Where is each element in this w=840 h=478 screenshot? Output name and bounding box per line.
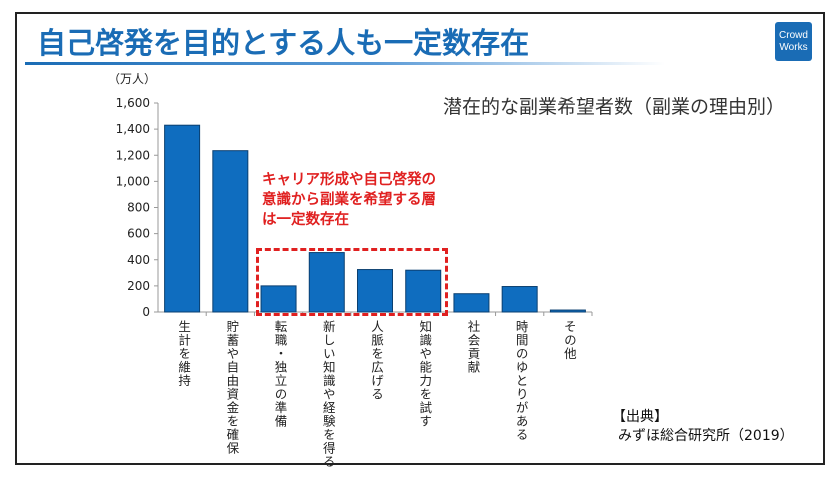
y-tick-label: 600 [127,227,150,241]
x-tick-label: 転職・独立の準備 [272,320,288,428]
chart-title: 潜在的な副業希望者数（副業の理由別） [443,96,786,118]
y-tick-label: 200 [127,279,150,293]
source-label: 【出典】 [612,409,668,425]
logo-line-2: Works [779,41,808,53]
bar [549,309,586,313]
x-tick-label: 新しい知識や経験を得る [320,320,336,469]
y-tick-label: 1,400 [116,122,150,136]
annotation-callout: キャリア形成や自己啓発の 意識から副業を希望する層 は一定数存在 [262,172,436,228]
slide-title: 自己啓発を目的とする人も一定数存在 [37,26,530,60]
x-tick-label: 時間のゆとりがある [513,320,529,442]
x-tick-label: 貯蓄や自由資金を確保 [224,320,240,455]
logo-line-1: Crowd [779,29,808,41]
y-tick-label: 400 [127,253,150,267]
x-tick-label: 知識や能力を試す [417,320,433,428]
x-tick-label: 社会貢献 [465,320,481,374]
x-tick-label: 人脈を広げる [369,320,384,401]
crowdworks-logo: Crowd Works [775,22,812,61]
y-tick-label: 800 [127,201,150,215]
slide-frame [15,12,825,465]
y-tick-label: 1,000 [116,174,150,188]
highlight-dashed-box [256,248,448,316]
y-tick-label: 0 [142,305,150,319]
y-axis-unit: （万人） [108,72,157,86]
bar [405,269,442,313]
source-note: 【出典】 みずほ総合研究所（2019） [612,408,794,446]
bar [501,286,538,313]
source-text: みずほ総合研究所（2019） [618,428,794,444]
bar [260,285,297,313]
bar [164,124,201,313]
x-tick-label: その他 [561,320,577,361]
title-underline [25,62,665,65]
bar [308,252,345,313]
bar [212,150,249,313]
y-tick-label: 1,600 [116,96,150,110]
y-tick-label: 1,200 [116,148,150,162]
x-tick-label: 生計を維持 [176,320,192,388]
bar [453,293,490,313]
bar [357,269,393,313]
